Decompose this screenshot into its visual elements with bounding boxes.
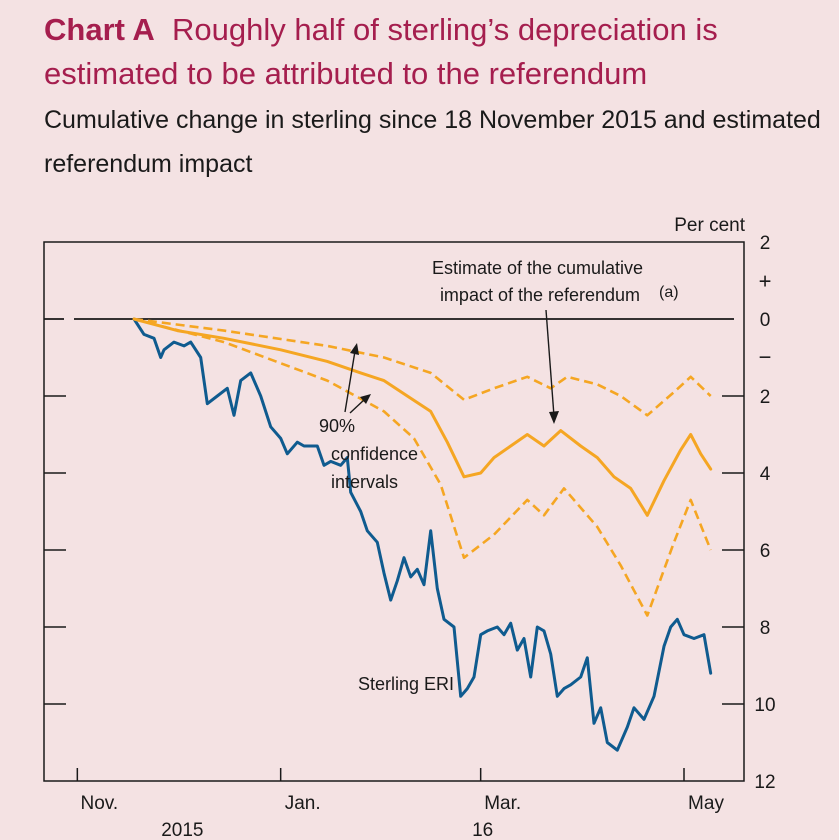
series-90-confidence-interval-lower bbox=[133, 317, 712, 617]
confidence-arrow-upper bbox=[344, 350, 356, 413]
confidence-annotation-line-3: intervals bbox=[331, 472, 398, 492]
chart-subtitle: Cumulative change in sterling since 18 N… bbox=[44, 106, 821, 178]
chart-title: Chart A Roughly half of sterling’s depre… bbox=[44, 8, 834, 96]
confidence-annotation-line-1: 90% bbox=[319, 416, 355, 436]
y-tick-label: 0 bbox=[760, 310, 771, 331]
referendum-arrowhead bbox=[549, 411, 559, 424]
chart-title-text: Roughly half of sterling’s depreciation … bbox=[44, 12, 718, 91]
x-year-label: 2015 bbox=[161, 820, 203, 840]
series-estimate-of-the-cumulative-impact-of-the-referendum bbox=[132, 317, 713, 517]
x-tick-label: Nov. bbox=[80, 793, 118, 814]
y-negative-sign: − bbox=[759, 345, 772, 370]
confidence-annotation: 90% confidence intervals bbox=[319, 416, 423, 492]
referendum-annotation-line-2: impact of the referendum bbox=[440, 285, 640, 305]
x-tick-label: Jan. bbox=[285, 793, 321, 814]
chart-label: Chart A bbox=[44, 12, 155, 47]
plot-frame bbox=[43, 241, 745, 782]
confidence-arrow-lower bbox=[349, 398, 366, 414]
sterling-eri-label: Sterling ERI bbox=[358, 674, 454, 694]
plot-border bbox=[43, 241, 745, 782]
y-tick-label: 12 bbox=[754, 772, 775, 793]
annotation-layer: Estimate of the cumulative impact of the… bbox=[319, 258, 679, 694]
axis-layer: Per cent 2 0 2 4 6 8 10 12 + − Nov. 2015 Jan. Mar. 16 M… bbox=[80, 215, 775, 840]
y-tick-label: 6 bbox=[760, 541, 771, 562]
y-tick-label: 4 bbox=[760, 464, 771, 485]
y-tick-label: 8 bbox=[760, 618, 771, 639]
x-tick-label: May bbox=[688, 793, 724, 814]
unit-label: Per cent bbox=[674, 215, 745, 236]
series-90-confidence-interval-upper bbox=[133, 317, 712, 417]
referendum-annotation: Estimate of the cumulative impact of the… bbox=[432, 258, 648, 305]
y-tick-label: 10 bbox=[754, 695, 775, 716]
confidence-arrowhead-lower bbox=[360, 394, 371, 404]
y-positive-sign: + bbox=[759, 269, 772, 294]
x-tick-label: Mar. bbox=[484, 793, 521, 814]
referendum-annotation-footnote: (a) bbox=[659, 284, 679, 301]
confidence-arrowhead-upper bbox=[350, 343, 359, 355]
x-year-label: 16 bbox=[472, 820, 493, 840]
confidence-annotation-line-2: confidence bbox=[331, 444, 418, 464]
referendum-arrow bbox=[545, 309, 555, 417]
series-sterling-eri bbox=[132, 317, 713, 752]
referendum-annotation-line-1: Estimate of the cumulative bbox=[432, 258, 643, 278]
y-tick-label: 2 bbox=[760, 387, 771, 408]
y-tick-label: 2 bbox=[760, 233, 771, 254]
